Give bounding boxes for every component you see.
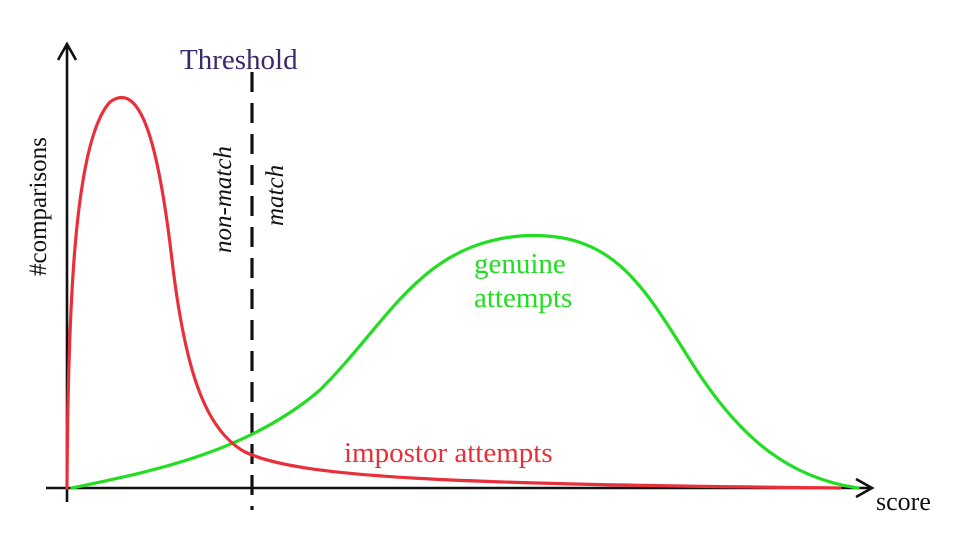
impostor-label: impostor attempts [344, 437, 553, 469]
impostor-curve [65, 95, 842, 490]
non-match-label: non-match [210, 146, 237, 253]
x-axis-arrowhead [855, 477, 875, 499]
match-label: match [262, 165, 289, 226]
genuine-label-line2: attempts [474, 282, 572, 314]
x-axis-label: score [876, 487, 931, 516]
genuine-curve [70, 233, 860, 490]
threshold-label: Threshold [180, 44, 298, 76]
y-axis-arrowhead [56, 41, 78, 61]
y-axis-label: #comparisons [25, 137, 52, 276]
genuine-label-line1: genuine [474, 248, 566, 280]
